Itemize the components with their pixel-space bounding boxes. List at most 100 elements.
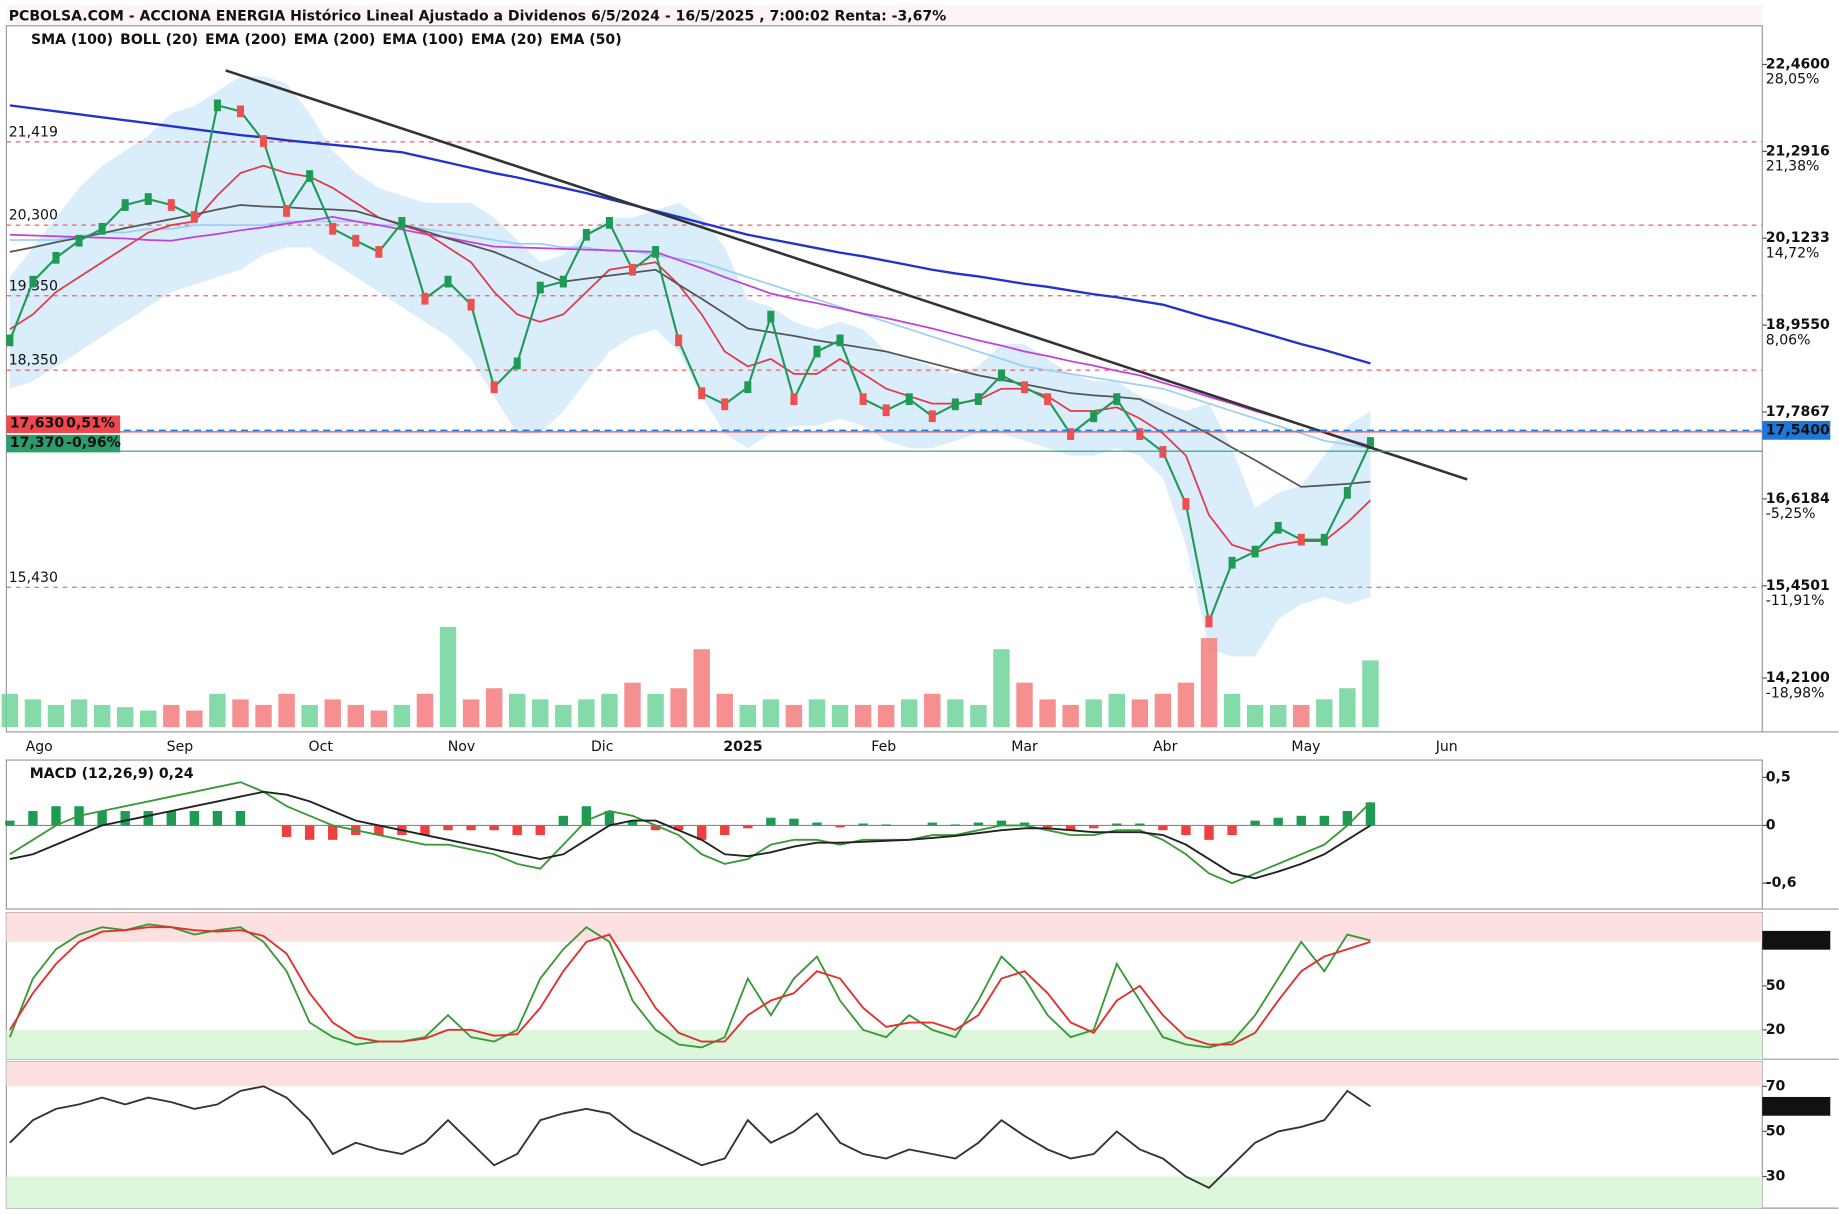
price-line (8, 104, 1372, 626)
price-candle (329, 222, 337, 235)
histogram-bar (97, 811, 107, 826)
price-candle (29, 275, 37, 288)
volume-bar (947, 699, 964, 728)
volume-bar (1131, 699, 1149, 728)
y-tick-label: 21,2916 (1766, 143, 1830, 159)
histogram-bar (650, 825, 661, 831)
panel-value: 0,24 (159, 766, 194, 782)
volume-bar (831, 704, 849, 728)
price-candle (1090, 410, 1098, 423)
volume-bar (1246, 704, 1264, 728)
price-candle (121, 199, 129, 211)
y-tick-change: 21,38% (1766, 159, 1820, 175)
price-candle (1274, 521, 1282, 534)
x-tick-label: Abr (1153, 739, 1178, 755)
volume-bar (24, 699, 42, 728)
volume-bar (232, 699, 249, 728)
histogram-bar (166, 811, 176, 826)
price-candle (467, 298, 475, 311)
price-candle (1182, 498, 1190, 510)
histogram-bar (235, 811, 246, 826)
y-tick-label: 22,4600 (1766, 56, 1830, 72)
y-tick-change: 28,05% (1766, 72, 1820, 88)
price-candle (536, 281, 544, 294)
volume-bar (70, 699, 88, 728)
price-candle (605, 217, 613, 229)
histogram-bar (512, 825, 522, 836)
price-candle (1228, 556, 1236, 569)
price-candle (375, 246, 383, 258)
volume-bar (93, 704, 111, 728)
histogram-bar (858, 823, 868, 826)
price-candle (144, 193, 152, 205)
histogram-bar (1065, 825, 1076, 831)
y-tick-change: -5,25% (1766, 506, 1816, 522)
histogram-bar (996, 820, 1007, 826)
price-candle (582, 228, 590, 241)
indicator-line (9, 204, 1371, 488)
histogram-bar (581, 806, 592, 826)
legend-entry: EMA (20) (471, 32, 543, 48)
histogram-bar (328, 825, 338, 840)
y-tick-label: 20,1233 (1766, 230, 1830, 246)
histogram-bar (1204, 825, 1214, 840)
price-candle (1136, 428, 1144, 440)
y-tick-label: 20 (1766, 1022, 1786, 1038)
price-candle (1297, 533, 1305, 546)
price-candle (859, 393, 867, 405)
volume-bar (439, 626, 457, 728)
y-tick-label: 0 (1766, 817, 1776, 833)
y-tick-label: 50 (1766, 978, 1786, 994)
price-candle (1343, 486, 1351, 499)
price-candle (974, 393, 982, 405)
volume-bar (762, 699, 780, 728)
volume-bar (1177, 682, 1195, 728)
price-candle (490, 381, 498, 394)
indicator-line (9, 790, 1371, 880)
price-candle (1366, 437, 1374, 449)
price-candle (767, 310, 775, 323)
volume-bar (1085, 699, 1102, 728)
last-price-label: 17,5400 (1766, 422, 1830, 438)
overbought-zone (6, 1061, 1763, 1087)
y-tick-label: 14,2100 (1766, 670, 1830, 686)
price-candle (721, 398, 729, 411)
x-tick-label: Oct (309, 739, 334, 755)
volume-bar (116, 707, 134, 728)
price-candle (1251, 545, 1259, 558)
histogram-bar (558, 815, 569, 826)
level-label: 18,350 (9, 353, 58, 369)
volume-bar (693, 649, 710, 728)
legend-entry: EMA (200) (205, 32, 287, 48)
legend-entry: EMA (200) (294, 32, 376, 48)
volume-bar (1154, 693, 1172, 728)
indicator-line (9, 164, 1372, 554)
y-tick-label: 70 (1766, 1078, 1786, 1094)
volume-bar (1016, 682, 1033, 728)
y-tick-change: -18,98% (1766, 685, 1825, 701)
volume-bar (301, 704, 318, 728)
price-candle (190, 211, 198, 223)
indicator-line (9, 926, 1371, 1046)
volume-bar (485, 688, 503, 728)
volume-bar (1293, 704, 1310, 728)
title-bar (6, 4, 1763, 26)
price-candle (75, 234, 83, 247)
price-badge (6, 434, 121, 453)
histogram-bar (143, 811, 153, 826)
histogram-bar (1273, 817, 1283, 826)
volume-bar (970, 704, 987, 728)
price-candle (882, 404, 890, 417)
histogram-bar (51, 806, 61, 826)
price-candle (1205, 615, 1213, 628)
histogram-bar (1365, 802, 1376, 826)
legend-entry: SMA (100) (31, 32, 113, 48)
volume-bar (1108, 693, 1125, 728)
price-candle (260, 135, 268, 147)
x-tick-label: Dic (591, 739, 613, 755)
histogram-bar (1181, 825, 1191, 836)
histogram-bar (304, 825, 315, 840)
price-candle (652, 246, 660, 258)
histogram-bar (212, 811, 223, 826)
